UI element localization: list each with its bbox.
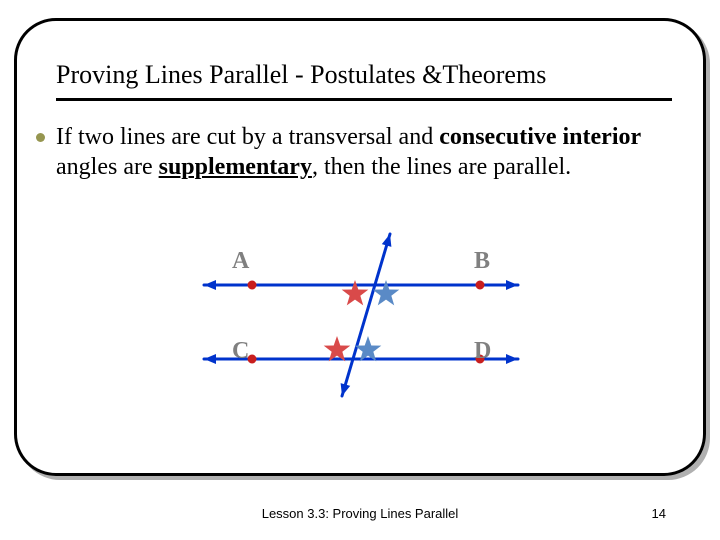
body-bold-underline: supplementary xyxy=(159,154,312,180)
diagram: A B C D xyxy=(196,228,526,402)
body-pre: If two lines are cut by a transversal an… xyxy=(56,124,439,150)
title-underline xyxy=(56,98,672,101)
slide-number: 14 xyxy=(652,506,666,521)
label-B: B xyxy=(474,248,490,275)
label-C: C xyxy=(232,338,249,365)
label-A: A xyxy=(232,248,249,275)
body-bold-1: consecutive interior xyxy=(439,124,641,150)
slide-title: Proving Lines Parallel - Postulates &The… xyxy=(56,60,672,90)
body-text: If two lines are cut by a transversal an… xyxy=(56,122,672,182)
body-post: , then the lines are parallel. xyxy=(312,154,571,180)
footer-text: Lesson 3.3: Proving Lines Parallel xyxy=(0,506,720,521)
label-D: D xyxy=(474,338,491,365)
bullet-icon xyxy=(36,133,45,142)
body-mid: angles are xyxy=(56,154,159,180)
